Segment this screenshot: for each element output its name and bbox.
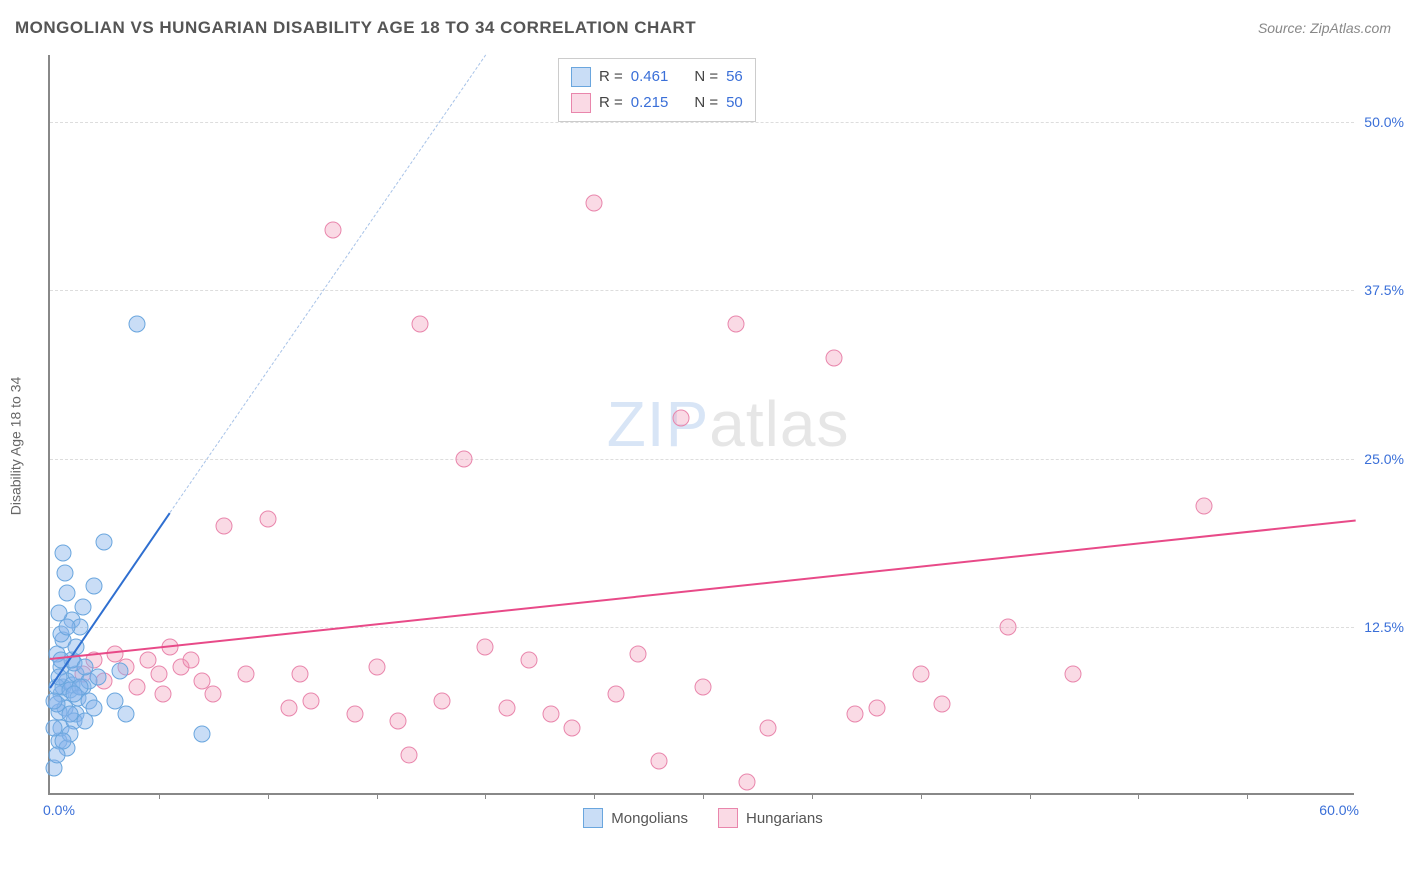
hungarians-point xyxy=(912,665,929,682)
hungarians-point xyxy=(433,692,450,709)
y-tick-label: 12.5% xyxy=(1359,619,1404,635)
chart-title: MONGOLIAN VS HUNGARIAN DISABILITY AGE 18… xyxy=(15,18,696,38)
x-tick xyxy=(921,793,922,799)
mongolians-point xyxy=(194,726,211,743)
x-tick xyxy=(703,793,704,799)
mongolians-point xyxy=(46,692,63,709)
hungarians-point xyxy=(542,706,559,723)
mongolians-point xyxy=(118,706,135,723)
stat-row-hungarians: R = 0.215 N = 50 xyxy=(571,90,743,116)
mongolians-point xyxy=(85,699,102,716)
stat-swatch-mongolians xyxy=(571,67,591,87)
mongolians-point xyxy=(55,544,72,561)
hungarians-point xyxy=(999,618,1016,635)
title-bar: MONGOLIAN VS HUNGARIAN DISABILITY AGE 18… xyxy=(15,18,1391,38)
legend: Mongolians Hungarians xyxy=(0,808,1406,828)
hungarians-point xyxy=(346,706,363,723)
hungarians-point xyxy=(155,686,172,703)
hungarians-point xyxy=(629,645,646,662)
x-tick xyxy=(812,793,813,799)
mongolians-point xyxy=(129,316,146,333)
mongolians-point xyxy=(74,598,91,615)
stat-row-mongolians: R = 0.461 N = 56 xyxy=(571,64,743,90)
mongolians-point xyxy=(111,663,128,680)
hungarians-point xyxy=(499,699,516,716)
legend-label-hungarians: Hungarians xyxy=(746,810,823,827)
hungarians-point xyxy=(760,719,777,736)
legend-swatch-hungarians xyxy=(718,808,738,828)
hungarians-point xyxy=(390,713,407,730)
x-tick xyxy=(377,793,378,799)
hungarians-point xyxy=(324,221,341,238)
hungarians-point xyxy=(292,665,309,682)
stat-box: R = 0.461 N = 56 R = 0.215 N = 50 xyxy=(558,58,756,122)
x-tick xyxy=(1247,793,1248,799)
hungarians-point xyxy=(673,410,690,427)
mongolians-point xyxy=(59,618,76,635)
x-tick xyxy=(268,793,269,799)
hungarians-point xyxy=(738,773,755,790)
trendline xyxy=(50,519,1356,660)
hungarians-point xyxy=(651,753,668,770)
hungarians-point xyxy=(455,450,472,467)
legend-swatch-mongolians xyxy=(583,808,603,828)
y-tick-label: 50.0% xyxy=(1359,114,1404,130)
hungarians-point xyxy=(564,719,581,736)
legend-item-hungarians: Hungarians xyxy=(718,808,823,828)
hungarians-point xyxy=(477,639,494,656)
gridline xyxy=(50,122,1354,123)
stat-swatch-hungarians xyxy=(571,93,591,113)
mongolians-point xyxy=(65,686,82,703)
legend-label-mongolians: Mongolians xyxy=(611,810,688,827)
hungarians-point xyxy=(183,652,200,669)
legend-item-mongolians: Mongolians xyxy=(583,808,688,828)
hungarians-point xyxy=(825,349,842,366)
mongolians-point xyxy=(61,706,78,723)
hungarians-point xyxy=(237,665,254,682)
correlation-chart: MONGOLIAN VS HUNGARIAN DISABILITY AGE 18… xyxy=(0,0,1406,892)
hungarians-point xyxy=(368,659,385,676)
x-tick xyxy=(1030,793,1031,799)
trendline xyxy=(169,55,485,513)
hungarians-point xyxy=(847,706,864,723)
y-axis-title: Disability Age 18 to 34 xyxy=(7,377,23,516)
hungarians-point xyxy=(727,316,744,333)
x-tick xyxy=(159,793,160,799)
gridline xyxy=(50,459,1354,460)
chart-source: Source: ZipAtlas.com xyxy=(1258,20,1391,36)
hungarians-point xyxy=(303,692,320,709)
mongolians-point xyxy=(59,585,76,602)
mongolians-point xyxy=(85,578,102,595)
hungarians-point xyxy=(205,686,222,703)
x-tick xyxy=(485,793,486,799)
hungarians-point xyxy=(129,679,146,696)
hungarians-point xyxy=(586,195,603,212)
hungarians-point xyxy=(869,699,886,716)
hungarians-point xyxy=(1195,497,1212,514)
mongolians-point xyxy=(76,659,93,676)
y-axis-title-wrap: Disability Age 18 to 34 xyxy=(0,0,30,892)
gridline xyxy=(50,627,1354,628)
hungarians-point xyxy=(401,746,418,763)
y-tick-label: 37.5% xyxy=(1359,282,1404,298)
x-tick xyxy=(594,793,595,799)
y-tick-label: 25.0% xyxy=(1359,451,1404,467)
hungarians-point xyxy=(259,511,276,528)
mongolians-point xyxy=(57,565,74,582)
hungarians-point xyxy=(695,679,712,696)
hungarians-point xyxy=(216,517,233,534)
gridline xyxy=(50,290,1354,291)
mongolians-point xyxy=(48,746,65,763)
x-tick xyxy=(1138,793,1139,799)
hungarians-point xyxy=(150,665,167,682)
watermark: ZIPatlas xyxy=(607,387,850,461)
plot-area: ZIPatlas R = 0.461 N = 56 R = 0.215 N = … xyxy=(48,55,1354,795)
hungarians-point xyxy=(412,316,429,333)
hungarians-point xyxy=(934,695,951,712)
mongolians-point xyxy=(96,534,113,551)
hungarians-point xyxy=(1065,665,1082,682)
hungarians-point xyxy=(520,652,537,669)
hungarians-point xyxy=(281,699,298,716)
hungarians-point xyxy=(607,686,624,703)
